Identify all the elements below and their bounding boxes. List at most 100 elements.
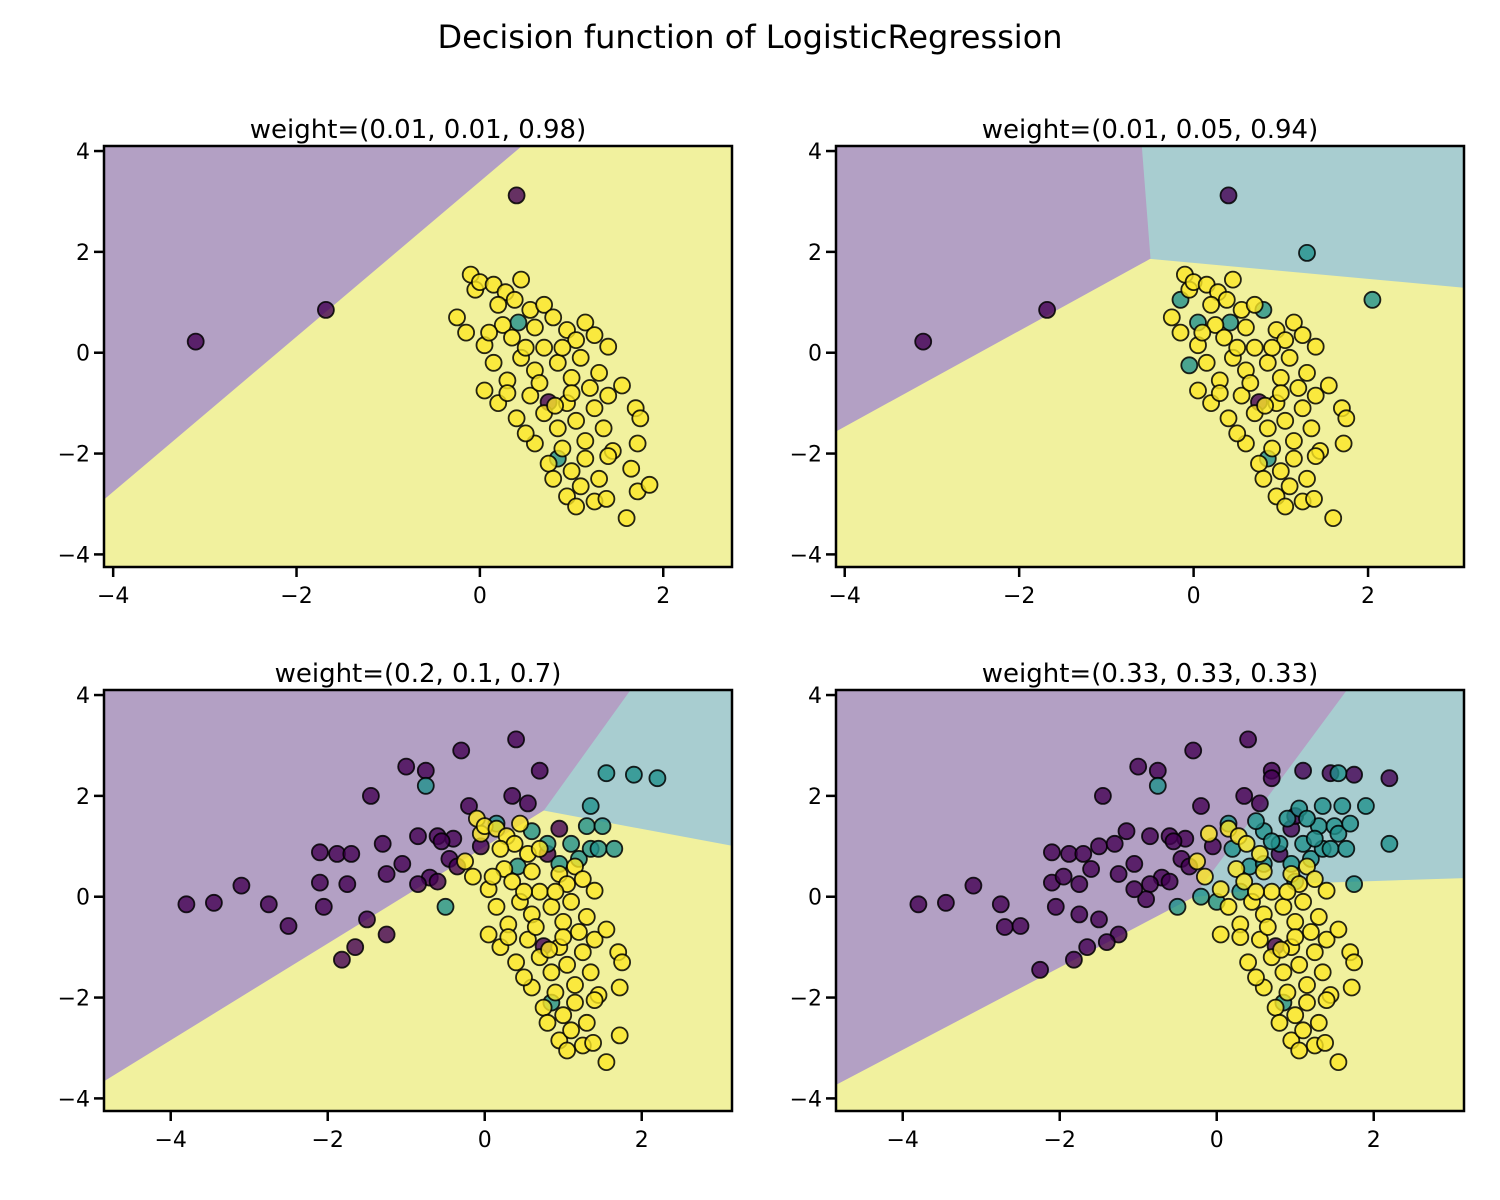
data-point-class-0 <box>964 876 983 895</box>
data-point-class-2 <box>1193 323 1212 342</box>
data-point-class-0 <box>314 897 333 916</box>
y-tick-label: 4 <box>76 140 90 165</box>
data-point-class-2 <box>1293 399 1312 418</box>
data-point-class-2 <box>448 308 466 327</box>
data-point-class-2 <box>548 419 567 438</box>
data-point-class-1 <box>1298 243 1316 262</box>
data-point-class-2 <box>503 872 522 891</box>
data-point-class-2 <box>544 469 563 488</box>
y-tick-label: 2 <box>76 785 90 810</box>
data-point-class-2 <box>1263 439 1281 458</box>
plot-area <box>104 146 732 567</box>
data-point-class-0 <box>259 895 278 914</box>
data-point-class-2 <box>538 1013 557 1032</box>
data-point-class-2 <box>1171 323 1190 342</box>
data-point-class-0 <box>346 938 365 956</box>
x-tick-label: 2 <box>656 584 670 609</box>
y-tick-label: 0 <box>76 886 90 911</box>
data-point-class-2 <box>562 462 581 481</box>
data-point-class-2 <box>1276 411 1295 430</box>
data-point-class-2 <box>507 953 525 972</box>
data-point-class-2 <box>567 497 585 516</box>
data-point-class-2 <box>1271 368 1290 387</box>
data-point-class-2 <box>1162 308 1181 327</box>
data-point-class-2 <box>1290 955 1309 974</box>
data-point-class-0 <box>1125 855 1144 873</box>
y-tick-label: 2 <box>808 241 822 266</box>
data-point-class-2 <box>544 308 563 327</box>
data-point-class-2 <box>1189 381 1207 400</box>
data-point-class-2 <box>489 295 508 314</box>
y-tick-label: 4 <box>76 684 90 709</box>
data-point-class-2 <box>576 432 595 450</box>
data-point-class-2 <box>463 867 482 886</box>
data-point-class-2 <box>542 963 561 982</box>
data-point-class-2 <box>1245 338 1264 357</box>
data-point-class-2 <box>1290 1041 1309 1060</box>
data-point-class-2 <box>1196 867 1214 886</box>
data-point-class-2 <box>613 953 631 972</box>
y-tick-label: −2 <box>790 443 822 468</box>
data-point-class-2 <box>530 374 549 392</box>
data-point-class-2 <box>1200 824 1218 843</box>
data-point-class-1 <box>1192 887 1210 906</box>
subplot-3: −4 −2 0 2 −4 −2 0 2 4 weight=(0.2, 0.1, 0.7) <box>58 659 734 1153</box>
data-point-class-2 <box>585 881 604 900</box>
data-point-class-2 <box>1251 845 1269 863</box>
data-point-class-2 <box>1305 489 1323 508</box>
x-tick-label: −4 <box>887 1128 919 1153</box>
data-point-class-2 <box>1276 497 1295 516</box>
data-point-class-1 <box>1148 776 1167 795</box>
data-point-class-0 <box>432 832 451 851</box>
data-point-class-2 <box>1329 920 1348 939</box>
data-point-class-0 <box>1070 875 1089 893</box>
data-point-class-2 <box>622 459 641 478</box>
data-point-class-2 <box>584 1034 602 1052</box>
x-tick-label: −4 <box>829 584 861 609</box>
data-point-class-2 <box>1313 963 1332 982</box>
data-point-class-2 <box>558 1041 576 1060</box>
data-point-class-1 <box>589 839 608 858</box>
data-point-class-2 <box>567 331 585 350</box>
data-point-class-2 <box>546 882 565 901</box>
data-point-class-2 <box>567 411 585 430</box>
x-tick-label: 2 <box>1367 1128 1381 1153</box>
data-point-class-0 <box>1125 880 1144 899</box>
data-point-class-2 <box>1231 928 1250 946</box>
data-point-class-2 <box>573 870 592 888</box>
data-point-class-2 <box>597 920 616 939</box>
y-tick-label: 4 <box>808 684 822 709</box>
data-point-class-0 <box>316 300 335 319</box>
data-point-class-2 <box>577 908 596 926</box>
x-tick-label: −4 <box>155 1128 187 1153</box>
data-point-class-2 <box>1280 348 1299 367</box>
data-point-class-0 <box>550 819 569 838</box>
data-point-class-2 <box>581 379 599 397</box>
data-point-class-2 <box>1298 857 1316 876</box>
data-point-class-2 <box>1227 860 1246 878</box>
data-point-class-2 <box>1239 953 1257 972</box>
data-point-class-1 <box>605 839 624 858</box>
data-point-class-2 <box>1217 290 1236 309</box>
data-point-class-2 <box>1202 295 1220 314</box>
data-point-class-2 <box>1306 447 1325 466</box>
data-point-class-2 <box>516 338 535 357</box>
data-point-class-1 <box>1329 824 1348 843</box>
data-point-class-0 <box>1137 890 1155 909</box>
data-point-class-0 <box>1148 761 1167 780</box>
data-point-class-2 <box>1211 880 1230 899</box>
data-point-class-2 <box>1302 923 1320 941</box>
data-point-class-2 <box>1256 396 1274 415</box>
data-point-class-1 <box>1168 897 1187 916</box>
data-point-class-2 <box>597 1053 616 1071</box>
data-point-class-2 <box>499 928 518 946</box>
data-point-class-2 <box>535 338 553 357</box>
y-tick-label: 2 <box>76 241 90 266</box>
subplot-4: −4 −2 0 2 −4 −2 0 2 4 weight=(0.33, 0.33, 0.33) <box>790 659 1466 1153</box>
data-point-class-2 <box>483 867 502 886</box>
figure-title: Decision function of LogisticRegression <box>437 18 1063 56</box>
data-point-class-2 <box>571 477 590 496</box>
data-point-class-0 <box>377 865 396 883</box>
data-point-class-2 <box>613 376 631 395</box>
